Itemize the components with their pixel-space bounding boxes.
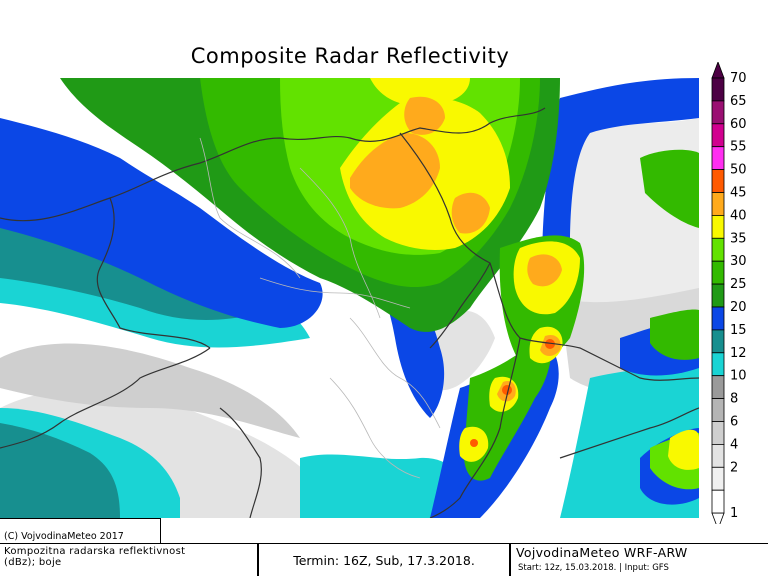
- description-line-2: (dBz); boje: [4, 557, 62, 568]
- valid-time: Termin: 16Z, Sub, 17.3.2018.: [258, 543, 510, 576]
- legend-swatch: [711, 192, 725, 216]
- radar-map: [0, 78, 699, 518]
- legend-label: 40: [730, 208, 747, 223]
- legend-swatch: [711, 306, 725, 331]
- legend-label: 30: [730, 254, 747, 269]
- legend-label: 6: [730, 415, 738, 430]
- legend-swatch: [711, 466, 725, 491]
- legend-label: 4: [730, 437, 738, 452]
- copyright-text: (C) VojvodinaMeteo 2017: [0, 518, 161, 543]
- legend-label: 2: [730, 460, 738, 475]
- country-borders: [0, 107, 699, 518]
- legend-swatch: [711, 123, 725, 148]
- model-title: VojvodinaMeteo WRF-ARW: [516, 545, 688, 560]
- legend-swatch: [711, 77, 725, 102]
- legend-label: 12: [730, 346, 747, 361]
- legend-label: 65: [730, 94, 747, 109]
- legend-swatch: [711, 260, 725, 285]
- legend-label: 60: [730, 117, 747, 132]
- reflectivity-field: [0, 78, 699, 518]
- legend-swatch: [711, 100, 725, 125]
- map-title: Composite Radar Reflectivity: [190, 44, 510, 68]
- legend-swatch: [711, 421, 725, 445]
- legend-label: 20: [730, 300, 747, 315]
- model-info-box: VojvodinaMeteo WRF-ARW Start: 12z, 15.03…: [510, 543, 768, 576]
- legend-label: 50: [730, 163, 747, 178]
- legend-swatch: [711, 329, 725, 354]
- legend-swatch: [711, 214, 725, 239]
- legend-bottom-arrow: [711, 512, 725, 524]
- legend-label: 70: [730, 71, 747, 86]
- legend-top-arrow: [711, 62, 725, 79]
- product-description: Kompozitna radarska reflektivnost (dBz);…: [0, 543, 258, 576]
- legend-swatch: [711, 443, 725, 468]
- legend-swatch: [711, 169, 725, 193]
- legend-label: 10: [730, 369, 747, 384]
- legend-swatch: [711, 237, 725, 262]
- legend-swatch: [711, 352, 725, 377]
- legend-label: 15: [730, 323, 747, 338]
- description-line-1: Kompozitna radarska reflektivnost: [4, 546, 186, 557]
- legend-swatch: [711, 283, 725, 308]
- legend-label: 35: [730, 231, 747, 246]
- legend-label: 8: [730, 392, 738, 407]
- legend-swatch: [711, 489, 725, 514]
- region-borders: [199, 137, 441, 479]
- legend-label: 1: [730, 506, 738, 521]
- legend-swatch: [711, 146, 725, 170]
- legend-label: 45: [730, 186, 747, 201]
- legend-swatch: [711, 398, 725, 422]
- color-scale-legend: 70 65 60 55 50 45 40 35 30 25 20 15 12 10 8 6 4 2 1: [711, 62, 747, 524]
- legend-label: 55: [730, 140, 747, 155]
- model-run-info: Start: 12z, 15.03.2018. | Input: GFS: [518, 563, 669, 573]
- legend-label: 25: [730, 277, 747, 292]
- legend-swatch: [711, 375, 725, 400]
